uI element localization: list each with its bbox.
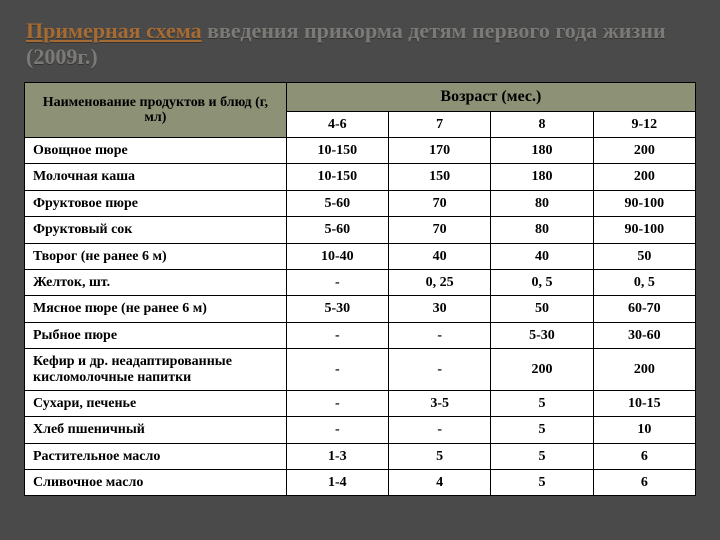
row-name-cell: Сливочное масло [25,470,287,496]
age-col-0: 4-6 [286,111,388,137]
row-value-cell: 10-150 [286,164,388,190]
table-row: Творог (не ранее 6 м)10-40404050 [25,243,696,269]
row-value-cell: 0, 25 [389,269,491,295]
table-row: Кефир и др. неадаптированные кисломолочн… [25,349,696,391]
age-col-1: 7 [389,111,491,137]
age-col-3: 9-12 [593,111,695,137]
row-value-cell: 40 [389,243,491,269]
row-value-cell: 200 [593,137,695,163]
row-value-cell: 50 [491,296,593,322]
row-name-cell: Фруктовое пюре [25,190,287,216]
row-value-cell: 30-60 [593,322,695,348]
row-value-cell: 70 [389,190,491,216]
row-name-cell: Растительное масло [25,443,287,469]
slide-title: Примерная схема введения прикорма детям … [26,18,696,70]
table-row: Молочная каша10-150150180200 [25,164,696,190]
row-value-cell: 80 [491,190,593,216]
row-value-cell: 40 [491,243,593,269]
row-value-cell: 180 [491,164,593,190]
table-row: Желток, шт.-0, 250, 50, 5 [25,269,696,295]
col-header-age: Возраст (мес.) [286,83,695,112]
title-accent: Примерная схема [26,18,202,43]
row-value-cell: 5-60 [286,190,388,216]
row-value-cell: 10-40 [286,243,388,269]
row-value-cell: 5 [491,443,593,469]
row-value-cell: 3-5 [389,390,491,416]
row-value-cell: 80 [491,217,593,243]
row-value-cell: - [286,349,388,391]
row-value-cell: - [286,417,388,443]
row-name-cell: Кефир и др. неадаптированные кисломолочн… [25,349,287,391]
row-value-cell: - [389,349,491,391]
row-name-cell: Рыбное пюре [25,322,287,348]
row-name-cell: Фруктовый сок [25,217,287,243]
row-name-cell: Молочная каша [25,164,287,190]
age-col-2: 8 [491,111,593,137]
row-value-cell: 6 [593,470,695,496]
row-value-cell: 5-30 [286,296,388,322]
row-value-cell: 0, 5 [491,269,593,295]
row-value-cell: 90-100 [593,190,695,216]
slide-container: Примерная схема введения прикорма детям … [0,0,720,540]
row-value-cell: - [286,322,388,348]
table-row: Растительное масло1-3556 [25,443,696,469]
row-value-cell: 4 [389,470,491,496]
row-name-cell: Хлеб пшеничный [25,417,287,443]
row-value-cell: 10 [593,417,695,443]
row-value-cell: 170 [389,137,491,163]
row-value-cell: 10-150 [286,137,388,163]
row-value-cell: 1-3 [286,443,388,469]
row-value-cell: 60-70 [593,296,695,322]
row-value-cell: 5 [389,443,491,469]
feeding-schedule-table: Наименование продуктов и блюд (г, мл) Во… [24,82,696,496]
table-row: Рыбное пюре--5-3030-60 [25,322,696,348]
row-value-cell: 10-15 [593,390,695,416]
row-name-cell: Овощное пюре [25,137,287,163]
row-value-cell: 30 [389,296,491,322]
row-value-cell: 5-60 [286,217,388,243]
row-name-cell: Мясное пюре (не ранее 6 м) [25,296,287,322]
row-name-cell: Творог (не ранее 6 м) [25,243,287,269]
row-value-cell: - [286,390,388,416]
table-row: Сухари, печенье-3-5510-15 [25,390,696,416]
row-value-cell: 150 [389,164,491,190]
row-value-cell: 1-4 [286,470,388,496]
table-row: Фруктовый сок5-60708090-100 [25,217,696,243]
row-value-cell: 200 [593,349,695,391]
row-name-cell: Желток, шт. [25,269,287,295]
row-value-cell: 200 [593,164,695,190]
row-value-cell: - [389,322,491,348]
row-value-cell: 5 [491,470,593,496]
row-value-cell: 0, 5 [593,269,695,295]
row-value-cell: 50 [593,243,695,269]
row-value-cell: 200 [491,349,593,391]
table-row: Мясное пюре (не ранее 6 м)5-30305060-70 [25,296,696,322]
table-row: Овощное пюре10-150170180200 [25,137,696,163]
row-name-cell: Сухари, печенье [25,390,287,416]
row-value-cell: 5 [491,390,593,416]
row-value-cell: - [286,269,388,295]
table-body: Овощное пюре10-150170180200Молочная каша… [25,137,696,495]
row-value-cell: 70 [389,217,491,243]
col-header-name: Наименование продуктов и блюд (г, мл) [25,83,287,138]
row-value-cell: 5 [491,417,593,443]
table-row: Хлеб пшеничный--510 [25,417,696,443]
row-value-cell: - [389,417,491,443]
row-value-cell: 5-30 [491,322,593,348]
row-value-cell: 180 [491,137,593,163]
row-value-cell: 90-100 [593,217,695,243]
table-row: Фруктовое пюре5-60708090-100 [25,190,696,216]
table-row: Сливочное масло1-4456 [25,470,696,496]
row-value-cell: 6 [593,443,695,469]
